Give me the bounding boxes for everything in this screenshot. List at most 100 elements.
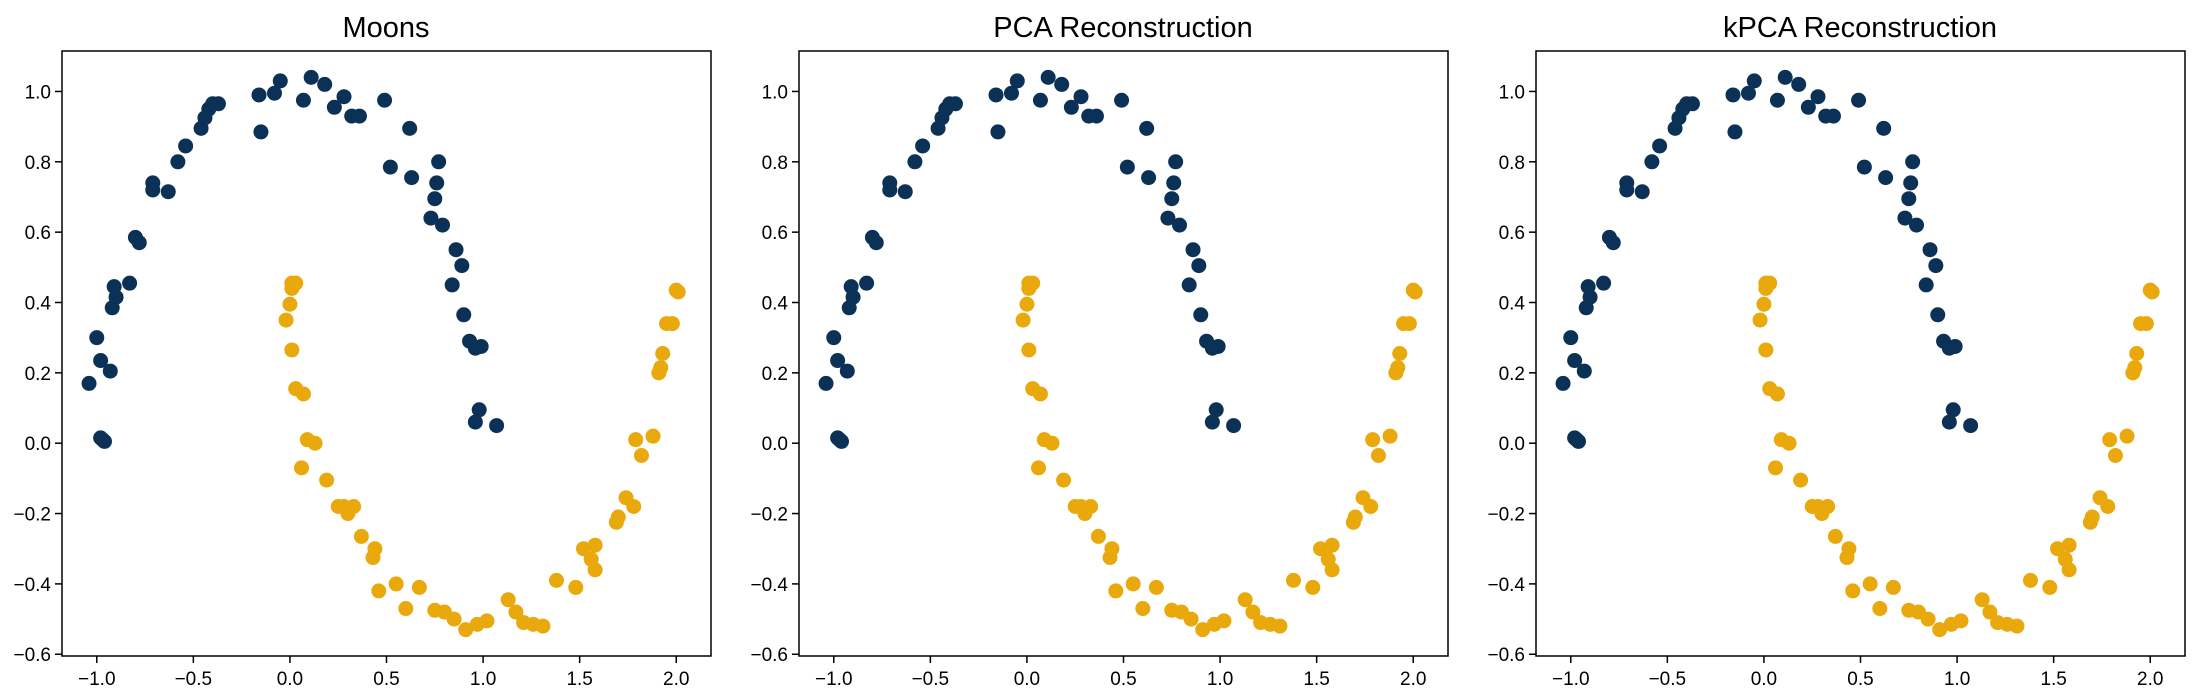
x-tick-label: 1.5 [566, 669, 592, 690]
x-tick-label: −0.5 [175, 669, 213, 690]
data-point-class-0 [295, 92, 311, 108]
data-point-class-1 [319, 472, 335, 488]
x-tick-label: −1.0 [1552, 669, 1590, 690]
data-point-class-0 [404, 170, 420, 186]
data-point-class-1 [2107, 448, 2123, 464]
data-point-class-0 [448, 242, 464, 258]
data-point-class-1 [1390, 360, 1406, 376]
y-tick-label: 0.8 [25, 153, 51, 174]
data-point-class-0 [897, 184, 913, 200]
y-tick-label: 0.2 [1499, 364, 1525, 385]
data-point-class-1 [1044, 435, 1060, 451]
x-tick-label: 2.0 [2137, 669, 2163, 690]
data-point-class-1 [1090, 528, 1106, 544]
y-tick-label: 0.4 [1499, 293, 1526, 314]
data-point-class-1 [664, 316, 680, 332]
data-point-class-0 [1746, 73, 1762, 89]
x-tick-label: 0.0 [277, 669, 303, 690]
data-point-class-1 [1370, 448, 1386, 464]
data-point-class-0 [336, 89, 352, 105]
data-point-class-0 [1596, 275, 1612, 291]
data-point-class-1 [307, 435, 323, 451]
data-point-class-0 [1193, 307, 1209, 323]
data-point-class-1 [479, 613, 495, 629]
data-point-class-1 [1382, 428, 1398, 444]
y-tick-label: −0.4 [13, 575, 51, 596]
data-point-class-1 [2144, 284, 2160, 300]
data-point-class-0 [1876, 120, 1892, 136]
data-point-class-0 [1740, 85, 1756, 101]
data-point-class-0 [471, 402, 487, 418]
data-point-class-0 [1185, 242, 1201, 258]
data-point-class-1 [1019, 296, 1035, 312]
data-point-class-1 [1272, 618, 1288, 634]
data-point-class-0 [96, 433, 112, 449]
data-point-class-1 [1920, 611, 1936, 627]
y-tick-label: −0.2 [750, 505, 788, 526]
data-point-class-0 [473, 338, 489, 354]
data-point-class-1 [2127, 360, 2143, 376]
data-point-class-1 [1015, 312, 1031, 328]
data-point-class-1 [371, 583, 387, 599]
data-point-class-0 [1810, 89, 1826, 105]
data-point-class-0 [988, 87, 1004, 103]
data-point-class-0 [1582, 289, 1598, 305]
data-point-class-0 [990, 124, 1006, 140]
data-point-class-1 [1862, 576, 1878, 592]
data-point-class-1 [1872, 601, 1888, 617]
data-point-class-1 [458, 622, 474, 638]
data-point-class-0 [317, 76, 333, 92]
data-point-class-1 [1021, 280, 1037, 296]
data-point-class-0 [1634, 184, 1650, 200]
y-tick-label: 0.6 [1499, 223, 1525, 244]
data-point-class-1 [508, 604, 524, 620]
data-point-class-0 [1619, 182, 1635, 198]
x-tick-label: 0.5 [373, 669, 399, 690]
data-point-class-0 [402, 120, 418, 136]
data-point-class-1 [576, 541, 592, 557]
data-point-class-1 [1982, 604, 1998, 620]
data-point-class-0 [915, 138, 931, 154]
data-point-class-0 [1088, 108, 1104, 124]
data-point-class-1 [1845, 583, 1861, 599]
data-point-class-0 [882, 182, 898, 198]
data-point-class-1 [346, 499, 362, 515]
data-point-class-1 [1974, 592, 1990, 608]
data-point-class-0 [1032, 92, 1048, 108]
data-point-class-0 [467, 414, 483, 430]
data-point-class-1 [2084, 509, 2100, 525]
panel-title: Moons [342, 12, 429, 44]
data-point-class-1 [1752, 312, 1768, 328]
data-point-class-0 [89, 330, 105, 346]
y-tick-label: 1.0 [25, 82, 51, 103]
data-point-class-1 [1839, 550, 1855, 566]
data-point-class-0 [1777, 69, 1793, 85]
data-point-class-0 [272, 73, 288, 89]
x-tick-label: −0.5 [912, 669, 950, 690]
data-point-class-0 [845, 289, 861, 305]
data-point-class-0 [1210, 338, 1226, 354]
data-point-class-1 [628, 432, 644, 448]
data-point-class-0 [1791, 76, 1807, 92]
data-point-class-1 [1324, 562, 1340, 578]
data-point-class-1 [500, 592, 516, 608]
data-point-class-0 [81, 375, 97, 391]
data-point-class-0 [1141, 170, 1157, 186]
data-point-class-1 [1056, 472, 1072, 488]
x-tick-label: −1.0 [815, 669, 853, 690]
data-point-class-0 [1684, 96, 1700, 112]
panel-kpca-reconstruction: kPCA Reconstruction −1.0 −0.5 0.0 0.5 1.0 1.5… [1487, 12, 2186, 690]
data-point-class-0 [1181, 277, 1197, 293]
data-point-class-0 [444, 277, 460, 293]
data-point-class-1 [353, 528, 369, 544]
data-point-class-0 [1555, 375, 1571, 391]
data-point-class-0 [1563, 330, 1579, 346]
data-point-class-0 [1003, 85, 1019, 101]
y-tick-label: 0.2 [762, 364, 788, 385]
data-point-class-0 [1825, 108, 1841, 124]
data-point-class-0 [1164, 191, 1180, 207]
data-point-class-0 [859, 275, 875, 291]
data-point-class-1 [1407, 284, 1423, 300]
data-point-class-1 [398, 601, 414, 617]
data-point-class-0 [1191, 258, 1207, 274]
